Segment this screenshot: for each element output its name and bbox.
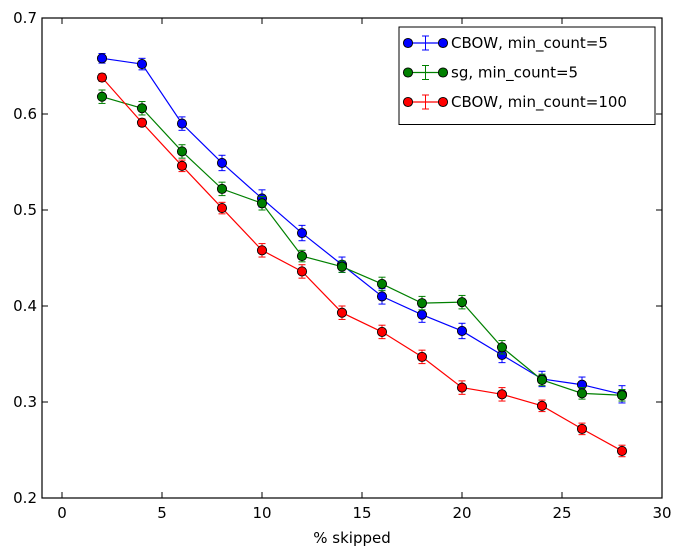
data-point <box>136 103 148 114</box>
data-point <box>296 227 308 239</box>
y-tick-label: 0.2 <box>13 489 37 507</box>
y-tick-label: 0.6 <box>13 105 37 123</box>
series-line <box>101 96 623 396</box>
legend-label: sg, min_count=5 <box>451 64 578 83</box>
data-point <box>576 423 588 434</box>
data-point <box>576 388 588 399</box>
data-point <box>416 351 428 362</box>
legend-label: CBOW, min_count=5 <box>451 34 608 53</box>
legend-marker <box>402 37 414 49</box>
y-tick-label: 0.5 <box>13 201 37 219</box>
x-tick-label: 30 <box>652 504 671 522</box>
data-point <box>96 91 108 102</box>
data-point <box>376 326 388 337</box>
data-point <box>536 374 548 385</box>
data-point <box>296 251 308 262</box>
data-point <box>376 278 388 289</box>
data-point <box>256 198 268 209</box>
legend-marker <box>437 37 449 49</box>
x-tick-label: 0 <box>57 504 67 522</box>
data-point <box>536 400 548 411</box>
x-axis-label: % skipped <box>313 529 390 547</box>
data-point <box>456 325 468 337</box>
data-point <box>136 59 148 70</box>
y-tick-label: 0.4 <box>13 297 37 315</box>
data-point <box>176 118 188 129</box>
axes-frame <box>41 17 663 499</box>
x-tick-label: 25 <box>552 504 571 522</box>
data-point <box>256 245 268 256</box>
y-tick-label: 0.7 <box>13 9 37 27</box>
legend-label: CBOW, min_count=100 <box>451 93 627 112</box>
x-tick-label: 5 <box>157 504 167 522</box>
data-point <box>96 53 108 64</box>
x-tick-label: 15 <box>352 504 371 522</box>
data-point <box>176 146 188 157</box>
data-point <box>216 157 228 169</box>
y-tick-label: 0.3 <box>13 393 37 411</box>
x-tick-label: 20 <box>452 504 471 522</box>
data-point <box>456 382 468 393</box>
legend-marker <box>437 96 449 108</box>
data-point <box>96 72 108 83</box>
data-point <box>336 307 348 318</box>
data-point <box>616 445 628 457</box>
data-point <box>216 183 228 194</box>
data-point <box>496 389 508 400</box>
data-point <box>616 390 628 401</box>
legend-marker <box>437 67 449 78</box>
legend-marker <box>402 96 414 108</box>
data-point <box>376 291 388 302</box>
data-point <box>336 261 348 272</box>
series-line <box>101 77 623 452</box>
data-point <box>456 297 468 308</box>
x-tick-label: 10 <box>252 504 271 522</box>
data-point <box>496 342 508 353</box>
data-point <box>176 160 188 171</box>
legend-marker <box>402 67 414 78</box>
data-point <box>296 266 308 277</box>
data-point <box>416 309 428 320</box>
data-point <box>416 298 428 309</box>
data-point <box>136 117 148 128</box>
data-point <box>216 203 228 214</box>
